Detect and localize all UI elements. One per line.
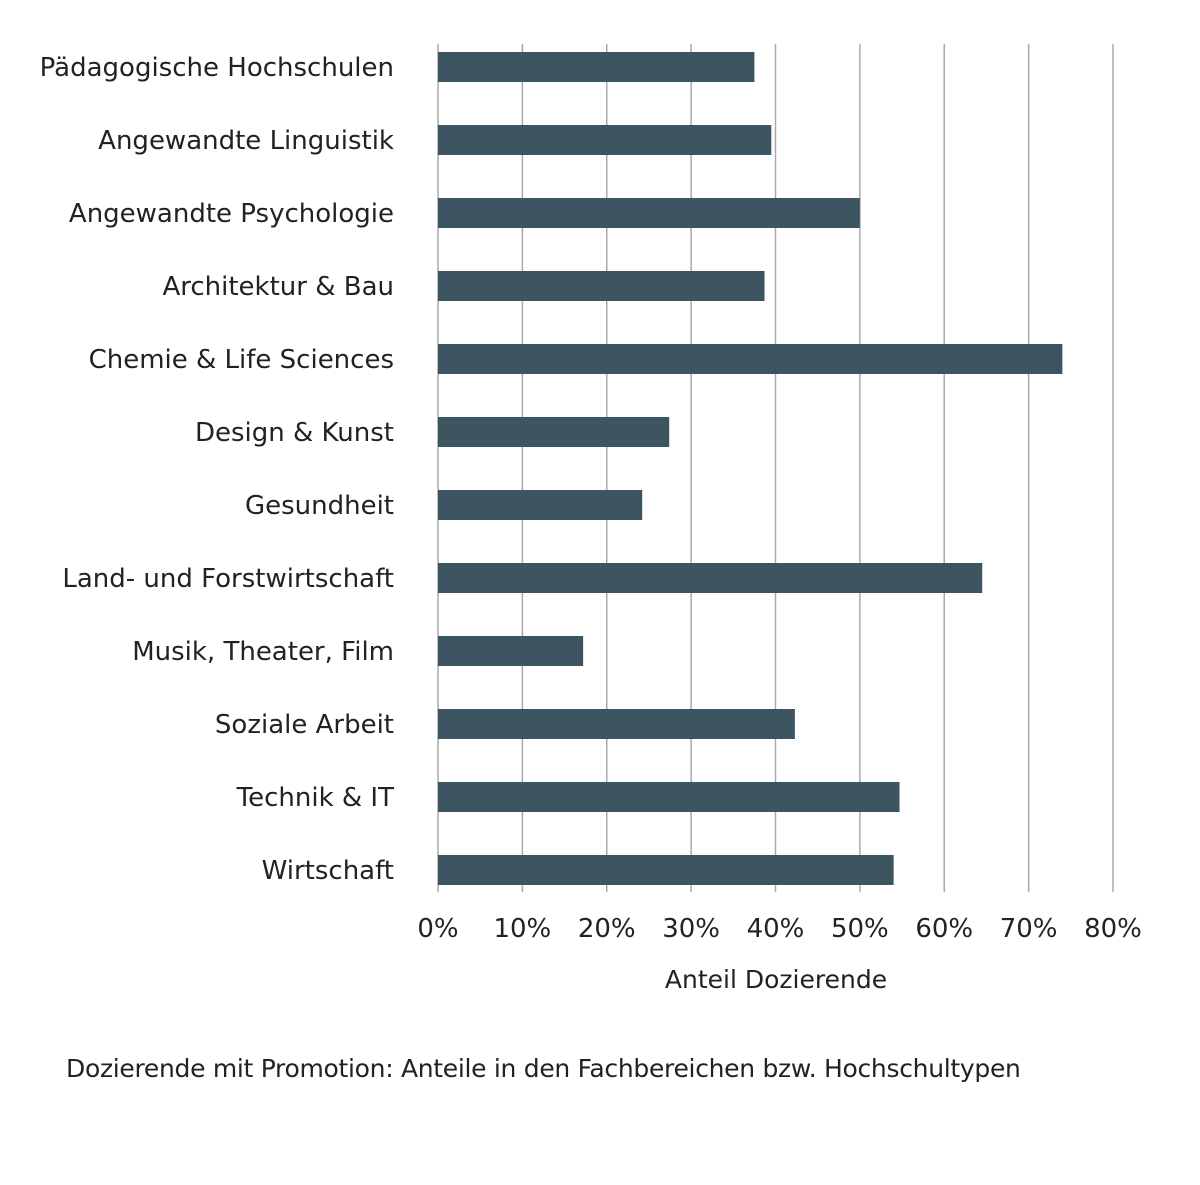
- bar: [438, 563, 983, 593]
- category-label: Technik & IT: [236, 783, 394, 813]
- bar: [438, 344, 1063, 374]
- category-label: Chemie & Life Sciences: [89, 345, 394, 375]
- gridlines: [437, 44, 1114, 892]
- x-tick-label: 30%: [662, 914, 720, 944]
- category-label: Soziale Arbeit: [215, 710, 394, 740]
- bar: [438, 782, 900, 812]
- bar: [438, 855, 894, 885]
- chart-caption: Dozierende mit Promotion: Anteile in den…: [66, 1054, 1021, 1083]
- category-label: Musik, Theater, Film: [132, 637, 394, 667]
- x-tick-label: 40%: [747, 914, 805, 944]
- bar: [438, 52, 755, 82]
- category-label: Angewandte Linguistik: [98, 126, 394, 156]
- x-tick-label: 50%: [831, 914, 889, 944]
- x-tick-label: 70%: [1000, 914, 1058, 944]
- bars: [438, 52, 1063, 885]
- category-label: Gesundheit: [245, 491, 394, 521]
- category-label: Pädagogische Hochschulen: [40, 53, 394, 83]
- category-label: Angewandte Psychologie: [69, 199, 394, 229]
- category-label: Land- und Forstwirtschaft: [62, 564, 394, 594]
- x-tick-labels: 0% 10% 20% 30% 40% 50% 60% 70% 80%: [417, 914, 1142, 944]
- category-label: Wirtschaft: [262, 856, 394, 886]
- bar-chart: Pädagogische Hochschulen Angewandte Lingu…: [40, 44, 1142, 994]
- x-tick-label: 0%: [417, 914, 458, 944]
- category-label: Architektur & Bau: [162, 272, 394, 302]
- x-tick-label: 60%: [915, 914, 973, 944]
- x-axis-title: Anteil Dozierende: [665, 965, 887, 994]
- x-tick-label: 80%: [1084, 914, 1142, 944]
- bar: [438, 125, 772, 155]
- bar: [438, 490, 643, 520]
- category-labels: Pädagogische Hochschulen Angewandte Lingu…: [40, 53, 394, 886]
- bar: [438, 636, 584, 666]
- bar: [438, 709, 795, 739]
- bar: [438, 417, 670, 447]
- bar: [438, 271, 765, 301]
- category-label: Design & Kunst: [195, 418, 394, 448]
- x-tick-label: 10%: [493, 914, 551, 944]
- bar: [438, 198, 860, 228]
- x-tick-label: 20%: [578, 914, 636, 944]
